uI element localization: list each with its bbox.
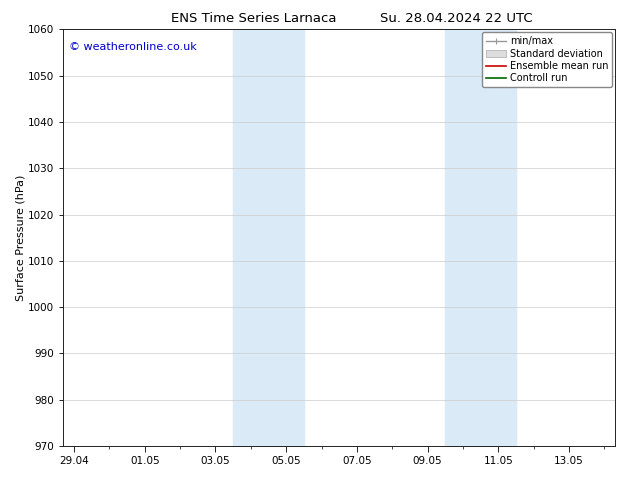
Text: ENS Time Series Larnaca: ENS Time Series Larnaca xyxy=(171,12,337,25)
Bar xyxy=(233,29,304,446)
Text: © weatheronline.co.uk: © weatheronline.co.uk xyxy=(69,42,197,52)
Y-axis label: Surface Pressure (hPa): Surface Pressure (hPa) xyxy=(15,174,25,301)
Bar xyxy=(445,29,516,446)
Legend: min/max, Standard deviation, Ensemble mean run, Controll run: min/max, Standard deviation, Ensemble me… xyxy=(482,32,612,87)
Text: Su. 28.04.2024 22 UTC: Su. 28.04.2024 22 UTC xyxy=(380,12,533,25)
